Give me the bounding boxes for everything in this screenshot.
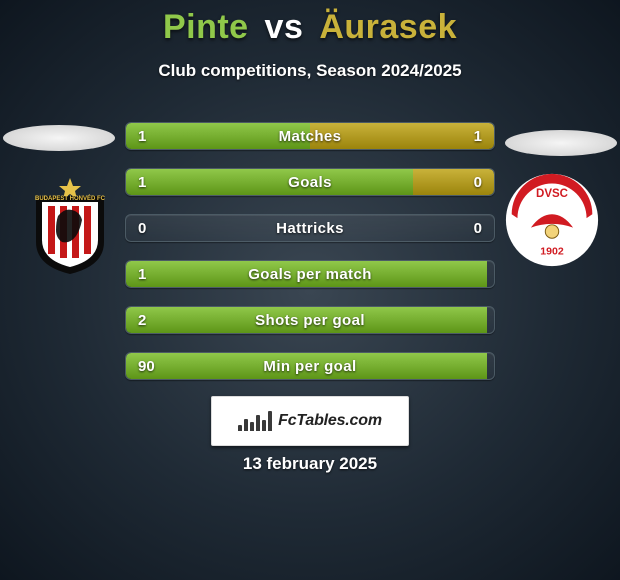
stat-row: 90Min per goal [125,352,495,380]
branding-text: FcTables.com [278,412,382,430]
club-badge-right: DVSC 1902 [504,172,600,268]
club-badge-left: BUDAPEST HONVÉD FC [20,176,120,276]
branding-badge: FcTables.com [211,396,409,446]
stat-row: 1Goals per match [125,260,495,288]
page-title: Pinte vs Äurasek [0,0,620,47]
stat-row: 10Goals [125,168,495,196]
player1-name: Pinte [163,8,249,46]
stat-row: 11Matches [125,122,495,150]
stat-row: 00Hattricks [125,214,495,242]
fctables-bars-icon [238,411,272,431]
badge-right-abbr: DVSC [536,188,568,200]
badge-right-year: 1902 [540,246,564,258]
stat-row: 2Shots per goal [125,306,495,334]
title-vs: vs [265,8,304,46]
stat-label: Hattricks [126,215,494,241]
svg-text:BUDAPEST HONVÉD FC: BUDAPEST HONVÉD FC [35,194,106,202]
player2-name: Äurasek [319,8,457,46]
player1-photo-placeholder [3,125,115,151]
stat-label: Goals [126,169,494,195]
stats-container: 11Matches 10Goals 00Hattricks 1Goals per ma… [125,122,495,380]
stat-label: Matches [126,123,494,149]
stat-label: Shots per goal [126,307,494,333]
subtitle: Club competitions, Season 2024/2025 [0,61,620,81]
date-line: 13 february 2025 [0,454,620,474]
stat-label: Min per goal [126,353,494,379]
player2-photo-placeholder [505,130,617,156]
stat-label: Goals per match [126,261,494,287]
